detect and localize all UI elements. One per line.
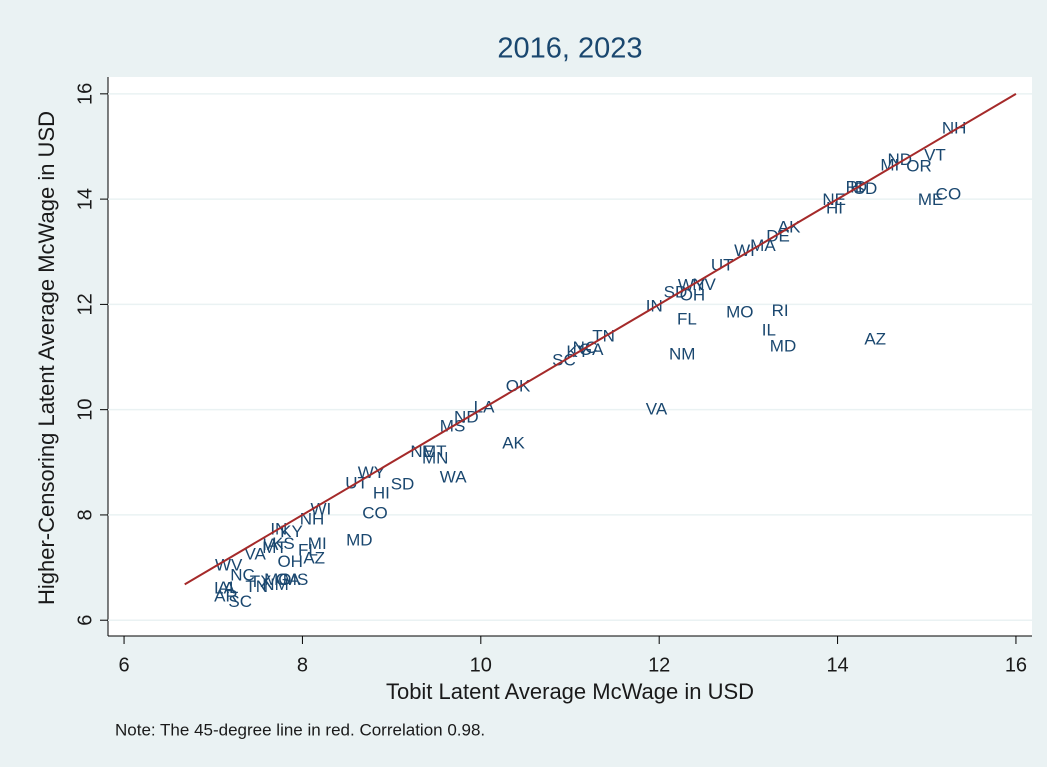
point-label: MO xyxy=(726,302,753,321)
point-label: HI xyxy=(373,483,390,502)
reference-line xyxy=(184,92,1017,586)
y-axis-label: Higher-Censoring Latent Average McWage i… xyxy=(34,111,59,605)
point-label: MI xyxy=(880,155,899,174)
point-label: AL xyxy=(218,578,239,597)
x-tick-label: 6 xyxy=(118,654,129,676)
x-tick-label: 14 xyxy=(826,654,848,676)
point-label: LA xyxy=(214,579,235,598)
point-label: SD xyxy=(854,179,878,198)
point-label: MT xyxy=(262,538,287,557)
point-label: KS xyxy=(272,534,295,553)
chart-title: 2016, 2023 xyxy=(497,33,642,65)
x-tick-label: 8 xyxy=(297,654,308,676)
point-label: CO xyxy=(362,503,388,522)
point-label: MN xyxy=(422,449,448,468)
point-label: ND xyxy=(888,150,913,169)
point-label: IN xyxy=(646,297,663,316)
point-label: AR xyxy=(214,587,238,606)
point-label: NH xyxy=(300,510,325,529)
point-label: NM xyxy=(262,575,288,594)
point-label: MD xyxy=(346,531,372,550)
y-tick-label: 10 xyxy=(74,399,96,421)
point-label: NE xyxy=(410,442,434,461)
point-label: GA xyxy=(276,570,301,589)
y-tick-label: 16 xyxy=(74,83,96,105)
point-label: AZ xyxy=(864,330,886,349)
point-label: SD xyxy=(664,282,688,301)
point-label: TN xyxy=(245,577,268,596)
x-tick-label: 16 xyxy=(1005,654,1027,676)
point-label: SD xyxy=(391,474,415,493)
note: Note: The 45-degree line in red. Correla… xyxy=(115,720,485,739)
point-label: WI xyxy=(310,500,331,519)
point-label: WI xyxy=(734,241,755,260)
point-label: NV xyxy=(692,275,716,294)
x-axis-label: Tobit Latent Average McWage in USD xyxy=(386,679,754,704)
y-tick-label: 14 xyxy=(74,188,96,210)
point-label: WV xyxy=(215,555,243,574)
point-label: RI xyxy=(772,301,789,320)
point-label: MS xyxy=(283,570,309,589)
point-label: KY xyxy=(280,522,303,541)
point-label: NM xyxy=(669,344,695,363)
point-label: ME xyxy=(918,190,944,209)
point-label: VT xyxy=(924,145,946,164)
x-tick-label: 10 xyxy=(470,654,492,676)
point-label: OR xyxy=(906,156,932,175)
point-label: FL xyxy=(298,541,318,560)
point-label: GA xyxy=(579,340,604,359)
y-tick-label: 6 xyxy=(74,615,96,626)
point-label: OH xyxy=(680,285,706,304)
point-label: OH xyxy=(277,552,303,571)
point-label: VA xyxy=(244,544,266,563)
point-label: MO xyxy=(264,570,291,589)
point-label: FL xyxy=(677,310,697,329)
point-label: CO xyxy=(936,184,962,203)
point-label: MI xyxy=(308,534,327,553)
point-label: VA xyxy=(646,400,668,419)
point-label: SC xyxy=(228,592,252,611)
point-label: IA xyxy=(262,535,279,554)
point-label: WY xyxy=(358,463,385,482)
point-label: MD xyxy=(770,337,796,356)
point-label: WA xyxy=(440,468,467,487)
point-label: NC xyxy=(230,565,255,584)
point-label: AK xyxy=(502,433,525,452)
point-label: IL xyxy=(762,321,776,340)
point-label: MA xyxy=(750,236,776,255)
y-tick-label: 8 xyxy=(74,509,96,520)
point-label: TX xyxy=(250,572,272,591)
point-label: MT xyxy=(422,442,447,461)
y-tick-label: 12 xyxy=(74,293,96,315)
point-label: AZ xyxy=(303,549,325,568)
x-tick-label: 12 xyxy=(648,654,670,676)
